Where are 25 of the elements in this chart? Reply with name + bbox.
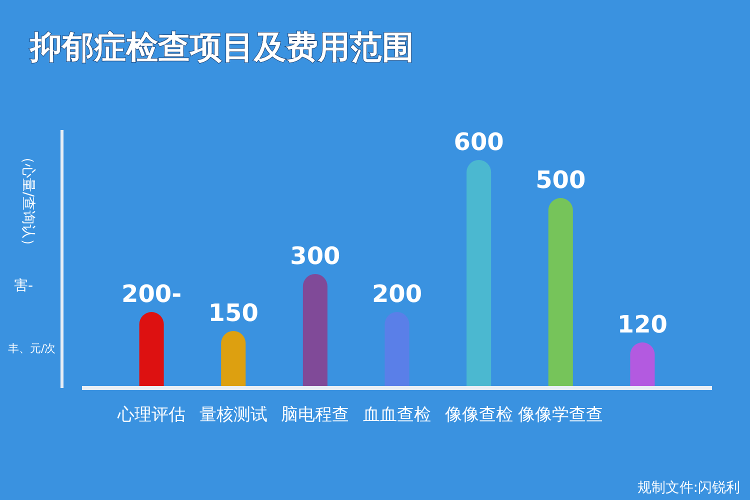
data-label: 120 [617, 310, 668, 338]
chart-title: 抑郁症检查项目及费用范围 [29, 28, 414, 66]
x-tick-label: 心理评估 [116, 405, 186, 426]
text: 规制文件:闪锐利 [637, 480, 740, 496]
y-axis-title: （心量/查询认） [20, 150, 36, 253]
x-tick-label: 量核测试 [199, 405, 268, 426]
bar [221, 331, 246, 388]
x-tick-label: 血血查检 [363, 405, 431, 426]
bar [630, 342, 655, 388]
text: 害- [14, 278, 34, 294]
text: 丰、元/次 [8, 342, 56, 355]
data-label: 200 [372, 280, 422, 308]
data-label: 200- [122, 280, 182, 308]
data-label: 500 [536, 166, 586, 194]
data-label: 600 [454, 128, 504, 156]
bar [139, 312, 164, 388]
bar [548, 198, 573, 388]
x-tick-label: 像像学查查 [518, 405, 604, 426]
x-tick-label: 脑电程查 [281, 405, 350, 426]
data-label: 150 [208, 299, 258, 327]
bar [466, 160, 492, 388]
bar [302, 274, 328, 388]
x-tick-label: 像像查检 [444, 405, 513, 426]
bar [384, 312, 410, 388]
data-label: 300 [290, 242, 340, 270]
